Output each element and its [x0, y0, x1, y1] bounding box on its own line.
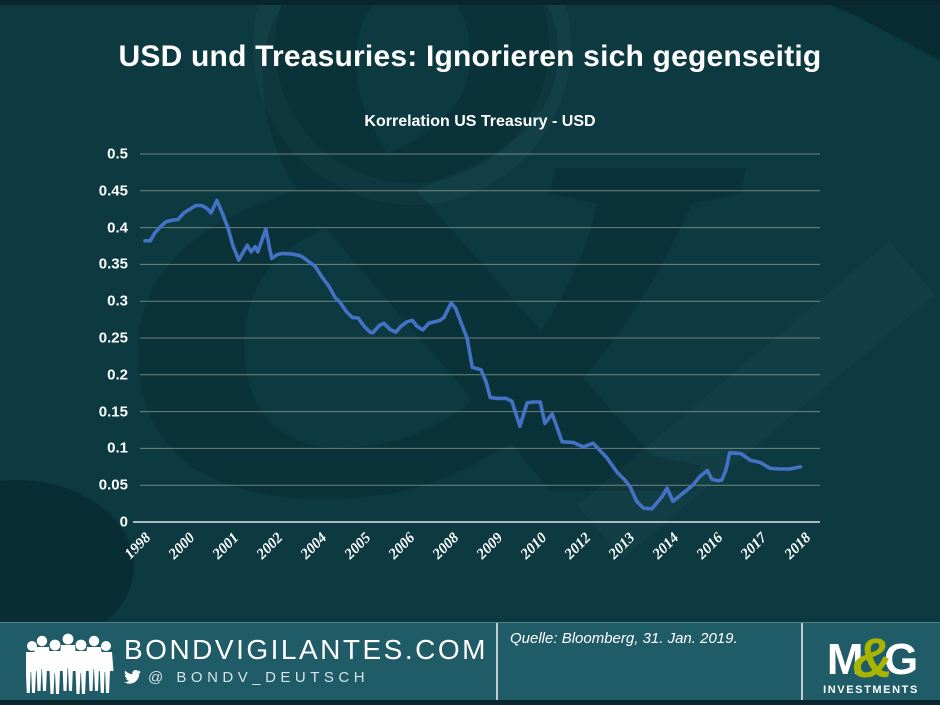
logo-letter-g: G: [883, 635, 918, 684]
chart-title: Korrelation US Treasury - USD: [364, 113, 596, 130]
mg-investments-logo: M & G INVESTMENTS: [823, 626, 920, 697]
bottom-border-strip: [0, 700, 940, 705]
footer-bar: BONDVIGILANTES.COM @ BONDV_DEUTSCH Quell…: [0, 622, 940, 705]
y-axis-tick-label: 0.1: [107, 439, 128, 457]
correlation-line: [143, 198, 803, 511]
y-axis-tick-label: 0.3: [107, 292, 128, 310]
logo-investments-text: INVESTMENTS: [823, 684, 919, 696]
y-axis-tick-label: 0.45: [98, 182, 128, 200]
y-axis-tick-label: 0.15: [98, 403, 128, 421]
y-axis-tick-label: 0.4: [107, 219, 128, 237]
y-axis-tick-label: 0.5: [107, 145, 128, 163]
footer-source-section: Quelle: Bloomberg, 31. Jan. 2019.: [496, 623, 803, 705]
mg-letters: M & G: [823, 626, 920, 689]
brand-text-block: BONDVIGILANTES.COM @ BONDV_DEUTSCH: [124, 634, 488, 686]
y-axis-tick-label: 0.05: [98, 476, 128, 494]
y-axis-tick-label: 0.2: [107, 366, 128, 384]
y-axis-tick-label: 0: [119, 513, 128, 531]
y-axis-tick-label: 0.35: [98, 255, 128, 273]
footer-brand-section: BONDVIGILANTES.COM @ BONDV_DEUTSCH: [0, 623, 496, 705]
crowd-icon: [26, 633, 114, 694]
source-text: Quelle: Bloomberg, 31. Jan. 2019.: [510, 630, 738, 647]
top-border-strip: [0, 0, 940, 5]
twitter-row: @ BONDV_DEUTSCH: [124, 669, 488, 686]
logo-letter-m: M: [826, 635, 864, 684]
logo-ampersand: &: [852, 626, 893, 689]
y-axis-tick-label: 0.25: [98, 329, 128, 347]
twitter-icon: [124, 670, 141, 684]
footer-logo-section: M & G INVESTMENTS: [803, 623, 940, 705]
slide-title: USD und Treasuries: Ignorieren sich gege…: [118, 40, 822, 73]
twitter-handle: @ BONDV_DEUTSCH: [148, 668, 370, 686]
bondvigilantes-site-text: BONDVIGILANTES.COM: [124, 634, 488, 665]
